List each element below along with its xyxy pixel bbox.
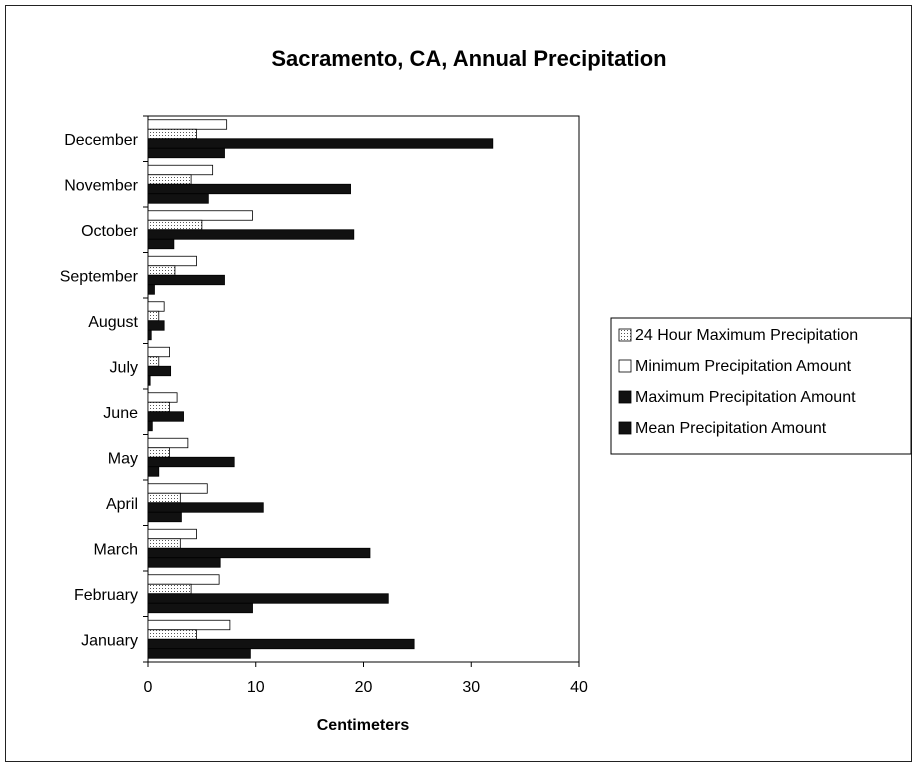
category-label-january: January xyxy=(81,632,138,649)
category-label-february: February xyxy=(74,587,138,604)
category-axis: January February March April May June July Augu… xyxy=(60,115,148,663)
bar-august-mean-precipitation-amount xyxy=(147,329,152,341)
bar-july-mean-precipitation-amount xyxy=(147,375,151,386)
bar-january-minimum-precipitation-amount xyxy=(147,619,231,631)
bar-september-24-hour-maximum-precipitation xyxy=(147,265,176,276)
bar-august-24-hour-maximum-precipitation xyxy=(147,310,160,322)
bars-layer xyxy=(147,119,494,659)
bar-march-mean-precipitation-amount xyxy=(147,557,221,568)
bar-september-maximum-precipitation-amount xyxy=(147,274,225,286)
value-axis: 0 10 20 30 40 xyxy=(144,662,588,696)
category-label-october: October xyxy=(81,223,139,240)
x-tick-label-0: 0 xyxy=(144,679,153,696)
x-tick-label-30: 30 xyxy=(462,679,480,696)
bar-july-minimum-precipitation-amount xyxy=(147,346,170,358)
legend-swatch-minimum-precipitation-amount xyxy=(618,359,632,373)
bar-july-maximum-precipitation-amount xyxy=(147,365,172,377)
bar-december-24-hour-maximum-precipitation xyxy=(147,128,197,140)
bar-august-minimum-precipitation-amount xyxy=(147,301,165,312)
bar-september-mean-precipitation-amount xyxy=(147,284,155,295)
category-label-july: July xyxy=(110,359,138,376)
bar-july-24-hour-maximum-precipitation xyxy=(147,356,160,367)
bar-june-minimum-precipitation-amount xyxy=(147,392,178,403)
bar-june-24-hour-maximum-precipitation xyxy=(147,401,170,413)
bar-october-maximum-precipitation-amount xyxy=(147,229,355,240)
bar-april-mean-precipitation-amount xyxy=(147,511,182,523)
bar-january-24-hour-maximum-precipitation xyxy=(147,629,197,640)
bar-november-mean-precipitation-amount xyxy=(147,193,209,204)
bar-september-minimum-precipitation-amount xyxy=(147,255,197,267)
bar-november-maximum-precipitation-amount xyxy=(147,183,351,195)
bar-december-maximum-precipitation-amount xyxy=(147,138,494,149)
bar-february-minimum-precipitation-amount xyxy=(147,574,220,585)
chart-frame: Sacramento, CA, Annual Precipitation Jan… xyxy=(5,5,912,762)
legend-label-mean-precipitation-amount: Mean Precipitation Amount xyxy=(635,420,827,437)
bar-april-24-hour-maximum-precipitation xyxy=(147,492,181,504)
bar-october-24-hour-maximum-precipitation xyxy=(147,219,203,231)
x-axis-title: Centimeters xyxy=(317,717,410,734)
legend-swatch-mean-precipitation-amount xyxy=(618,421,632,435)
bar-november-24-hour-maximum-precipitation xyxy=(147,174,192,185)
legend-box xyxy=(610,317,912,455)
bar-march-minimum-precipitation-amount xyxy=(147,528,197,540)
x-tick-label-40: 40 xyxy=(570,679,588,696)
category-label-august: August xyxy=(88,314,138,331)
bar-january-maximum-precipitation-amount xyxy=(147,638,415,650)
bar-october-mean-precipitation-amount xyxy=(147,238,175,250)
bar-may-mean-precipitation-amount xyxy=(147,466,160,477)
category-label-april: April xyxy=(106,496,138,513)
category-label-june: June xyxy=(103,405,138,422)
chart-title: Sacramento, CA, Annual Precipitation xyxy=(271,46,666,71)
category-label-september: September xyxy=(60,268,139,285)
legend-label-minimum-precipitation-amount: Minimum Precipitation Amount xyxy=(635,358,852,375)
bar-june-mean-precipitation-amount xyxy=(147,420,153,432)
precipitation-chart: Sacramento, CA, Annual Precipitation Jan… xyxy=(60,46,912,734)
category-label-march: March xyxy=(94,541,138,558)
bar-march-maximum-precipitation-amount xyxy=(147,547,371,559)
bar-june-maximum-precipitation-amount xyxy=(147,411,184,422)
bar-february-24-hour-maximum-precipitation xyxy=(147,583,192,595)
legend-label-24-hour-maximum-precipitation: 24 Hour Maximum Precipitation xyxy=(635,327,858,344)
category-label-december: December xyxy=(64,132,138,149)
bar-may-24-hour-maximum-precipitation xyxy=(147,447,170,458)
bar-may-minimum-precipitation-amount xyxy=(147,437,189,449)
bar-march-24-hour-maximum-precipitation xyxy=(147,538,181,549)
legend-swatch-maximum-precipitation-amount xyxy=(618,390,632,404)
bar-december-mean-precipitation-amount xyxy=(147,147,225,159)
bar-may-maximum-precipitation-amount xyxy=(147,456,235,468)
bar-december-minimum-precipitation-amount xyxy=(147,119,228,130)
legend: 24 Hour Maximum Precipitation Minimum Pre… xyxy=(610,317,912,455)
category-label-may: May xyxy=(108,450,138,467)
bar-february-mean-precipitation-amount xyxy=(147,602,253,614)
x-tick-label-20: 20 xyxy=(355,679,373,696)
bar-february-maximum-precipitation-amount xyxy=(147,593,389,604)
bar-april-minimum-precipitation-amount xyxy=(147,483,208,494)
bar-april-maximum-precipitation-amount xyxy=(147,502,264,513)
bar-january-mean-precipitation-amount xyxy=(147,648,251,659)
legend-swatch-24-hour-maximum-precipitation xyxy=(618,328,632,342)
x-tick-label-10: 10 xyxy=(247,679,265,696)
plot-area xyxy=(147,115,580,663)
bar-november-minimum-precipitation-amount xyxy=(147,164,214,176)
category-label-november: November xyxy=(64,177,138,194)
bar-august-maximum-precipitation-amount xyxy=(147,320,165,331)
bar-october-minimum-precipitation-amount xyxy=(147,210,253,221)
legend-label-maximum-precipitation-amount: Maximum Precipitation Amount xyxy=(635,389,856,406)
